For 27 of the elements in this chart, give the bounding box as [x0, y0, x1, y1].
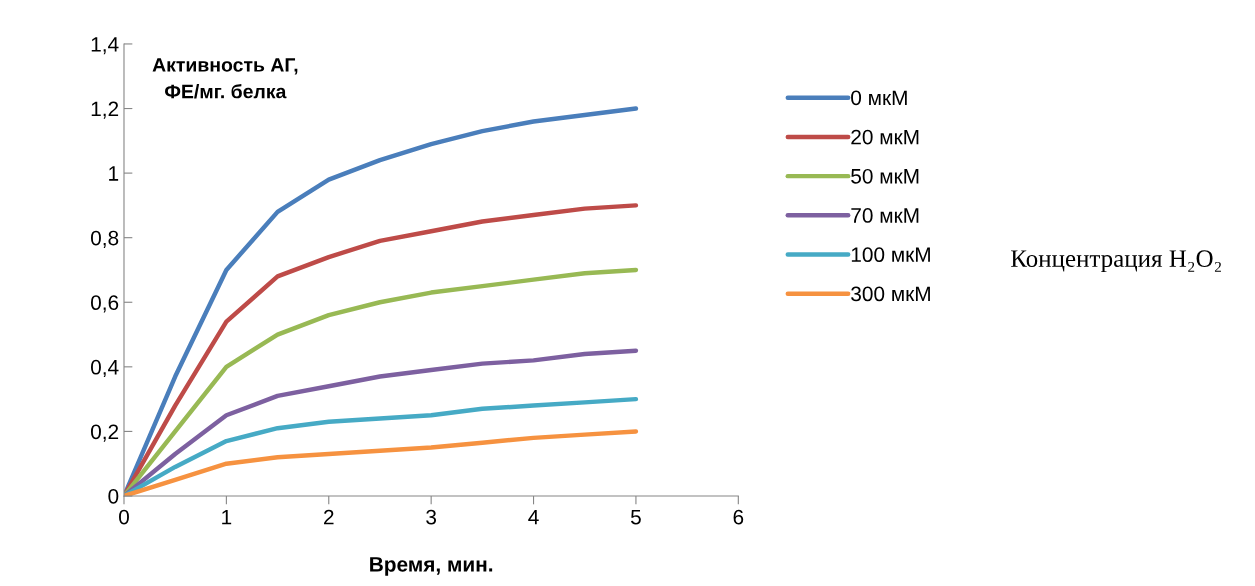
line-series — [123, 348, 639, 496]
line-series — [123, 396, 639, 496]
legend-label: 20 мкМ — [851, 129, 919, 145]
y-tick-label: 1 — [109, 166, 119, 181]
x-tick-label: 3 — [426, 509, 437, 525]
text: Концентрация H₂O₂ — [1010, 250, 1221, 273]
y-tick-label: 0,4 — [90, 359, 119, 378]
legend-label: 0 мкМ — [851, 90, 907, 106]
x-tick-label: 2 — [324, 509, 334, 525]
x-tick-label: 5 — [630, 509, 641, 525]
y-tick-label: 0,8 — [90, 230, 119, 248]
legend-label: 50 мкМ — [851, 168, 919, 184]
legend-label: 70 мкМ — [851, 208, 919, 223]
line-series — [123, 429, 639, 496]
x-tick-label: 0 — [119, 509, 129, 525]
y-tick-label: 1,4 — [91, 37, 119, 55]
x-tick-label: 4 — [528, 509, 539, 525]
x-tick-label: 6 — [733, 509, 744, 525]
y-tick-label: 0,2 — [90, 424, 119, 442]
y-tick-label: 0 — [108, 488, 119, 504]
legend-label: 300 мкМ — [851, 286, 930, 302]
x-tick-label: 1 — [222, 509, 232, 525]
y-axis-title: Активность АГ, ФЕ/мг. белка — [152, 58, 298, 99]
y-tick-label: 0,6 — [90, 295, 119, 313]
x-axis-title: Время, мин. — [370, 557, 493, 576]
legend-label: 100 мкМ — [851, 247, 930, 263]
y-tick-label: 1,2 — [91, 101, 119, 119]
